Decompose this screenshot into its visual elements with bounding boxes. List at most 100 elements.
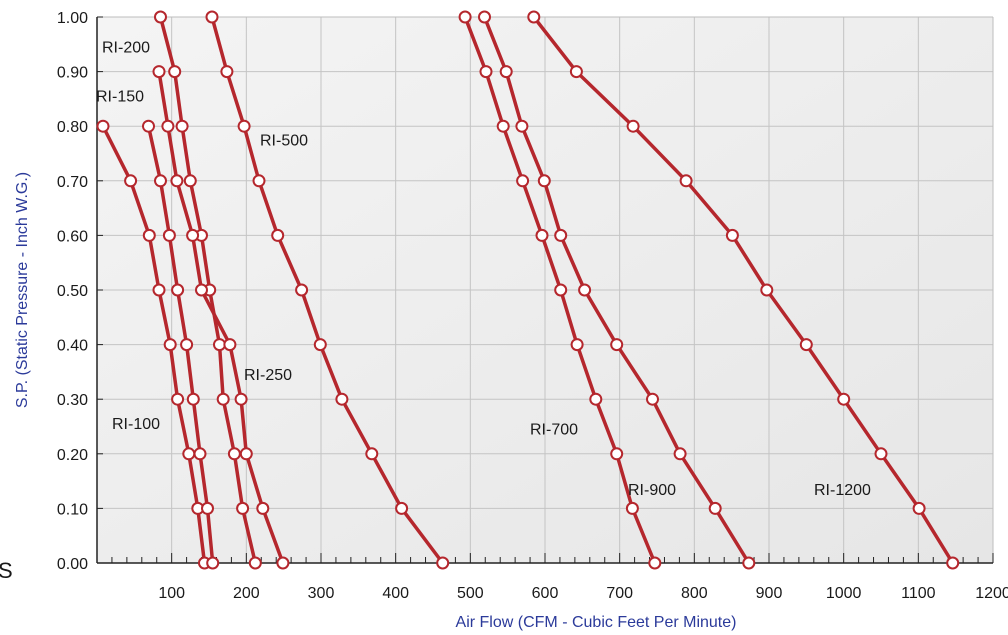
data-point: [248, 556, 262, 570]
data-point: [479, 65, 493, 79]
x-tick-label: 300: [308, 585, 335, 602]
data-point: [589, 392, 603, 406]
data-point: [142, 228, 156, 242]
x-tick-label: 800: [681, 585, 708, 602]
x-tick-label: 100: [158, 585, 185, 602]
data-point: [295, 283, 309, 297]
y-tick-label: 0.20: [57, 447, 88, 464]
edge-text: S: [0, 558, 13, 583]
data-point: [679, 174, 693, 188]
series-label: RI-150: [96, 89, 144, 106]
data-point: [154, 174, 167, 188]
data-point: [625, 501, 639, 515]
data-point: [171, 283, 185, 297]
grid-lines: [97, 16, 993, 563]
data-point: [496, 119, 510, 133]
series-ri-500: [205, 10, 450, 570]
data-point: [175, 119, 189, 133]
series-label: RI-100: [112, 416, 160, 433]
data-point: [223, 338, 237, 352]
data-point: [799, 338, 813, 352]
data-point: [154, 10, 167, 24]
y-tick-label: 0.00: [57, 556, 88, 573]
x-tick-label: 400: [382, 585, 409, 602]
y-tick-label: 0.90: [57, 65, 88, 82]
series-label: RI-200: [102, 39, 150, 56]
data-point: [206, 556, 220, 570]
data-point: [515, 119, 529, 133]
data-point: [152, 65, 166, 79]
data-point: [673, 447, 687, 461]
data-point: [478, 10, 491, 24]
data-point: [837, 392, 851, 406]
data-point: [180, 338, 194, 352]
data-point: [256, 501, 270, 515]
data-point: [271, 228, 285, 242]
y-tick-label: 0.80: [57, 119, 88, 136]
series-ri-150: [142, 119, 220, 570]
data-point: [313, 338, 327, 352]
y-axis-title: S.P. (Static Pressure - Inch W.G.): [14, 172, 31, 408]
x-tick-label: 1200: [975, 585, 1008, 602]
data-point: [276, 556, 290, 570]
data-point: [227, 447, 241, 461]
x-tick-label: 200: [233, 585, 260, 602]
data-point: [170, 174, 184, 188]
y-tick-label: 1.00: [57, 10, 88, 27]
data-point: [646, 392, 659, 406]
data-point: [186, 392, 200, 406]
data-point: [201, 501, 214, 515]
data-point: [499, 65, 513, 79]
data-point: [946, 556, 960, 570]
data-point: [186, 228, 200, 242]
series-label: RI-900: [628, 482, 676, 499]
data-point: [193, 447, 207, 461]
data-point: [626, 119, 640, 133]
x-tick-label: 500: [457, 585, 484, 602]
data-point: [554, 283, 568, 297]
data-point: [527, 10, 541, 24]
data-point: [570, 338, 584, 352]
series-ri-900: [478, 10, 756, 570]
data-point: [216, 392, 230, 406]
x-tick-label: 900: [756, 585, 783, 602]
y-tick-label: 0.70: [57, 174, 88, 191]
data-point: [554, 228, 568, 242]
data-point: [912, 501, 926, 515]
data-point: [725, 228, 739, 242]
data-point: [760, 283, 774, 297]
data-point: [648, 556, 662, 570]
data-point: [168, 65, 182, 79]
x-tick-label: 1000: [826, 585, 862, 602]
data-point: [152, 283, 166, 297]
x-axis-title: Air Flow (CFM - Cubic Feet Per Minute): [456, 614, 737, 631]
data-point: [96, 119, 110, 133]
data-point: [569, 65, 583, 79]
data-point: [234, 392, 248, 406]
data-point: [163, 338, 177, 352]
data-point: [171, 392, 185, 406]
x-tick-label: 600: [532, 585, 559, 602]
data-point: [220, 65, 234, 79]
y-tick-label: 0.60: [57, 228, 88, 245]
data-point: [252, 174, 266, 188]
data-point: [239, 447, 253, 461]
series-label: RI-700: [530, 422, 578, 439]
data-point: [708, 501, 722, 515]
data-point: [161, 119, 175, 133]
data-point: [195, 283, 208, 297]
data-point: [142, 119, 155, 133]
data-point: [578, 283, 592, 297]
data-point: [535, 228, 549, 242]
data-point: [436, 556, 450, 570]
series-label: RI-1200: [814, 482, 871, 499]
y-tick-label: 0.40: [57, 338, 88, 355]
x-tick-label: 1100: [901, 585, 936, 602]
data-point: [365, 447, 379, 461]
data-point: [182, 447, 196, 461]
data-point: [183, 174, 197, 188]
data-point: [516, 174, 530, 188]
series-line: [157, 69, 285, 565]
data-point: [610, 447, 624, 461]
series-ri-250: [152, 65, 290, 570]
